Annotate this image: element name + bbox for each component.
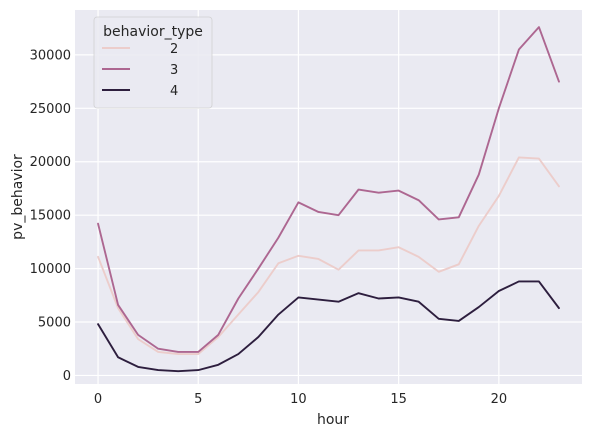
y-tick-label: 5000 [38,316,71,331]
legend-items: 2 3 4 [102,42,178,99]
series-line-4 [97,280,560,373]
x-tick-label: 20 [491,392,508,407]
y-tick-label: 20000 [30,155,71,170]
y-tick-label: 25000 [30,102,71,117]
y-tick-label: 0 [63,369,71,384]
x-tick-label: 0 [94,392,102,407]
x-tick-label: 15 [390,392,407,407]
grid-lines [75,10,582,384]
series-lines [97,26,560,373]
legend: behavior_type 2 3 4 [93,16,213,109]
x-tick-label: 10 [290,392,307,407]
y-axis-label: pv_behavior [10,154,26,240]
legend-box [93,16,213,109]
x-axis-label: hour [317,412,349,428]
y-tick-label: 10000 [30,262,71,277]
series-line-3 [97,26,560,353]
legend-label-2: 2 [170,42,178,57]
y-tick-label: 15000 [30,209,71,224]
legend-label-3: 3 [170,63,178,78]
legend-label-4: 4 [170,84,178,99]
x-tick-label: 5 [194,392,202,407]
x-tick-labels: 0 5 10 15 20 [94,392,507,407]
y-tick-labels: 0 5000 10000 15000 20000 25000 30000 [30,48,71,384]
legend-title: behavior_type [103,24,203,40]
series-line-2 [97,156,560,356]
y-tick-label: 30000 [30,48,71,63]
